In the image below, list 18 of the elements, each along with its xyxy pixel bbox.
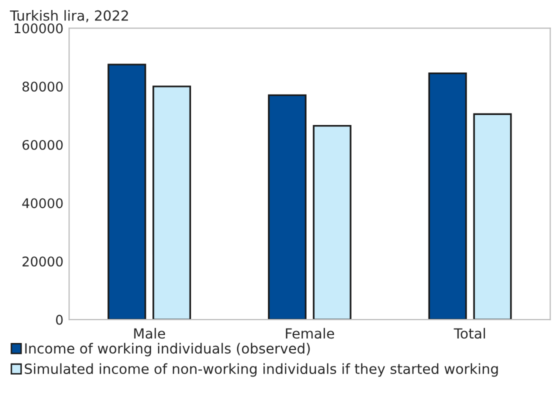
y-tick-label: 0 [56, 314, 63, 325]
bar [108, 64, 146, 320]
legend-label: Income of working individuals (observed) [25, 342, 310, 356]
bar [312, 124, 352, 320]
bar [268, 94, 307, 320]
bar [428, 72, 467, 320]
y-tick-label: 80000 [22, 82, 63, 92]
y-tick-label: 20000 [22, 256, 63, 266]
y-tick-label: 40000 [22, 198, 63, 208]
bar [152, 86, 192, 320]
y-axis-title: Turkish lira, 2022 [10, 10, 128, 22]
legend-label: Simulated income of non-working individuals if they started working [24, 363, 498, 377]
x-tick-label: Total [454, 328, 485, 339]
y-tick-label: 60000 [22, 140, 63, 150]
bar [473, 113, 512, 320]
x-tick-label: Male [134, 328, 166, 339]
x-tick-label: Female [286, 328, 334, 339]
y-tick-label: 100000 [14, 23, 63, 34]
